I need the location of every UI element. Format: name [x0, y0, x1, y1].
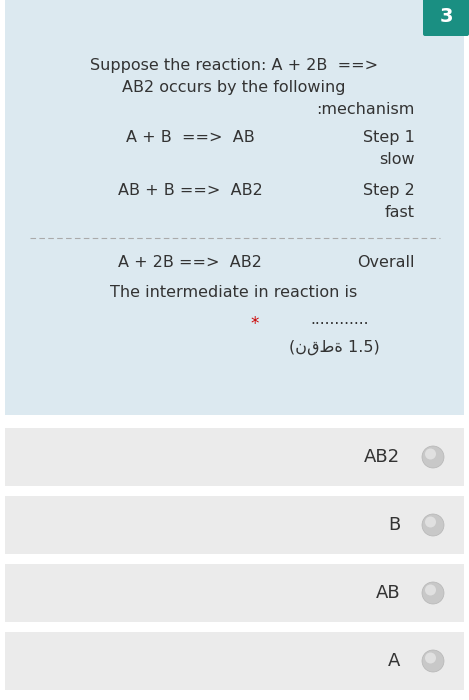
- FancyBboxPatch shape: [5, 496, 464, 554]
- FancyBboxPatch shape: [5, 428, 464, 486]
- Text: *: *: [251, 315, 259, 333]
- Text: A + B  ==>  AB: A + B ==> AB: [126, 130, 254, 145]
- Circle shape: [425, 584, 436, 596]
- Text: AB2 occurs by the following: AB2 occurs by the following: [122, 80, 346, 95]
- FancyBboxPatch shape: [423, 0, 469, 36]
- Text: The intermediate in reaction is: The intermediate in reaction is: [110, 285, 358, 300]
- Text: Step 2: Step 2: [363, 183, 415, 198]
- Circle shape: [422, 582, 444, 604]
- Text: B: B: [388, 516, 400, 534]
- FancyBboxPatch shape: [5, 632, 464, 690]
- Text: AB + B ==>  AB2: AB + B ==> AB2: [118, 183, 262, 198]
- Text: Overall: Overall: [357, 255, 415, 270]
- Text: Step 1: Step 1: [363, 130, 415, 145]
- Circle shape: [422, 446, 444, 468]
- Text: A + 2B ==>  AB2: A + 2B ==> AB2: [118, 255, 262, 270]
- Text: fast: fast: [385, 205, 415, 220]
- FancyBboxPatch shape: [5, 564, 464, 622]
- Text: ............: ............: [311, 312, 369, 327]
- Circle shape: [425, 449, 436, 459]
- Text: :mechanism: :mechanism: [317, 102, 415, 117]
- Circle shape: [422, 650, 444, 672]
- Text: AB2: AB2: [364, 448, 400, 466]
- Circle shape: [425, 652, 436, 664]
- FancyBboxPatch shape: [5, 0, 464, 415]
- Text: slow: slow: [379, 152, 415, 167]
- Text: Suppose the reaction: A + 2B  ==>: Suppose the reaction: A + 2B ==>: [90, 58, 378, 73]
- Text: AB: AB: [375, 584, 400, 602]
- Text: (نقطة 1.5): (نقطة 1.5): [289, 340, 380, 356]
- Text: A: A: [387, 652, 400, 670]
- Circle shape: [425, 517, 436, 528]
- Circle shape: [422, 514, 444, 536]
- Text: 3: 3: [439, 8, 453, 27]
